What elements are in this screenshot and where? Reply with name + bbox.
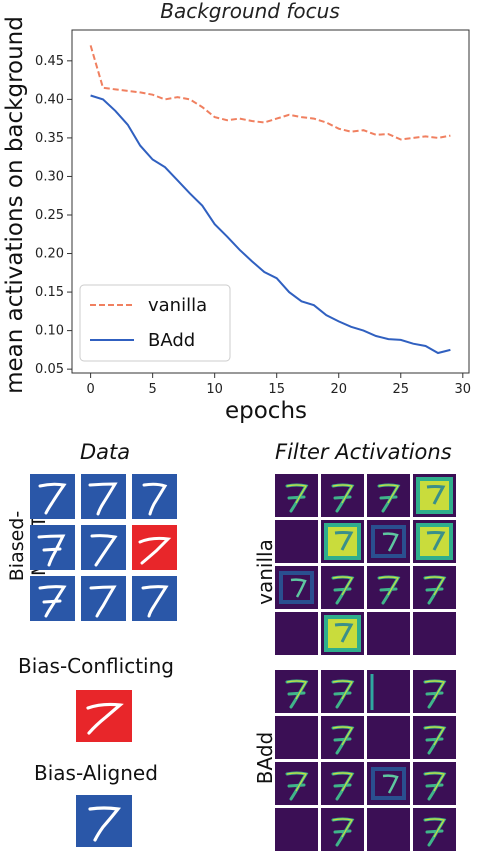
legend: vanilla BAdd [79,284,231,362]
series-line-vanilla [89,45,451,141]
activation-map [413,670,456,713]
activation-map [367,612,410,655]
mnist-tile [81,576,126,621]
activation-map [367,762,410,805]
vanilla-activation-grid [275,474,459,658]
y-tick-label: 0.10 [35,324,64,339]
digit-seven-icon [37,534,66,567]
x-tick-label: 30 [455,382,472,397]
y-tick-label: 0.15 [35,285,64,300]
x-axis-label: epochs [225,398,307,424]
activation-map [367,474,410,517]
y-tick-label: 0.45 [35,54,64,69]
y-tick-label: 0.20 [35,247,64,262]
activation-map [413,716,456,759]
activation-map [321,520,364,563]
activation-map [275,520,318,563]
digit-seven-icon [90,534,118,567]
chart-title: Background focus [160,0,339,23]
activation-map [275,612,318,655]
series-line-badd [90,94,451,355]
x-tick-label: 20 [330,382,347,397]
activation-map [413,612,456,655]
activation-map [367,808,410,851]
y-axis-ticks: 0.05 0.10 0.15 0.20 0.25 0.30 0.35 0.40 0.45 [35,54,72,377]
bias-conflicting-sample [76,690,132,742]
x-tick-label: 25 [392,382,409,397]
y-tick-label: 0.35 [35,131,64,146]
activation-map [321,670,364,713]
digit-seven-icon [38,585,67,618]
biased-mnist-grid [30,474,177,621]
activation-map [367,716,410,759]
mnist-tile [30,576,75,621]
mnist-tile [81,474,126,519]
legend-label-badd: BAdd [148,330,195,351]
background-focus-chart: Background focus 0 5 10 15 20 25 30 0.050.100.… [2,0,471,424]
mnist-tile [132,576,177,621]
activation-map [321,612,364,655]
legend-label-vanilla: vanilla [148,295,207,316]
mnist-tile [132,474,177,519]
filter-activations-title: Filter Activations [275,440,452,464]
digit-seven-icon [38,482,67,515]
activation-map [275,566,318,609]
y-tick-label: 0.30 [35,169,64,184]
digit-seven-icon [86,702,124,735]
mnist-tile [81,525,126,570]
activation-map [367,566,410,609]
digit-seven-icon [88,482,118,516]
activation-map [413,808,456,851]
activation-map [321,566,364,609]
vanilla-row-label: vanilla [253,539,277,605]
activation-map [413,762,456,805]
y-axis-label: mean activations on background [2,16,28,394]
activation-map [275,762,318,805]
activation-map [275,808,318,851]
digit-seven-icon [141,585,169,618]
digit-seven-icon [142,482,168,516]
y-tick-label: 0.05 [35,362,64,377]
mnist-tile [30,525,75,570]
activation-map [275,474,318,517]
bias-conflicting-label: Bias-Conflicting [18,654,174,678]
bias-aligned-sample [76,795,132,847]
activation-map [321,474,364,517]
mnist-tile [132,525,177,570]
activation-map [321,716,364,759]
activation-map [275,716,318,759]
data-panel-title: Data [80,440,131,464]
x-tick-label: 10 [206,382,223,397]
badd-activation-grid [275,670,459,854]
activation-map [413,566,456,609]
digit-seven-icon [88,806,121,842]
digit-seven-icon [138,536,172,565]
x-axis-ticks: 0 5 10 15 20 25 30 [86,373,471,397]
x-tick-label: 15 [268,382,285,397]
y-tick-label: 0.40 [35,92,64,107]
digit-seven-icon [89,585,117,618]
badd-row-label: BAdd [253,731,277,785]
y-tick-label: 0.25 [35,208,64,223]
x-tick-label: 5 [149,382,157,397]
bias-aligned-label: Bias-Aligned [34,761,158,785]
activation-map [367,670,410,713]
series-layer [89,45,451,355]
activation-map [367,520,410,563]
activation-map [275,670,318,713]
activation-map [413,520,456,563]
activation-map [413,474,456,517]
x-tick-label: 0 [86,382,94,397]
activation-map [321,808,364,851]
mnist-tile [30,474,75,519]
activation-map [321,762,364,805]
